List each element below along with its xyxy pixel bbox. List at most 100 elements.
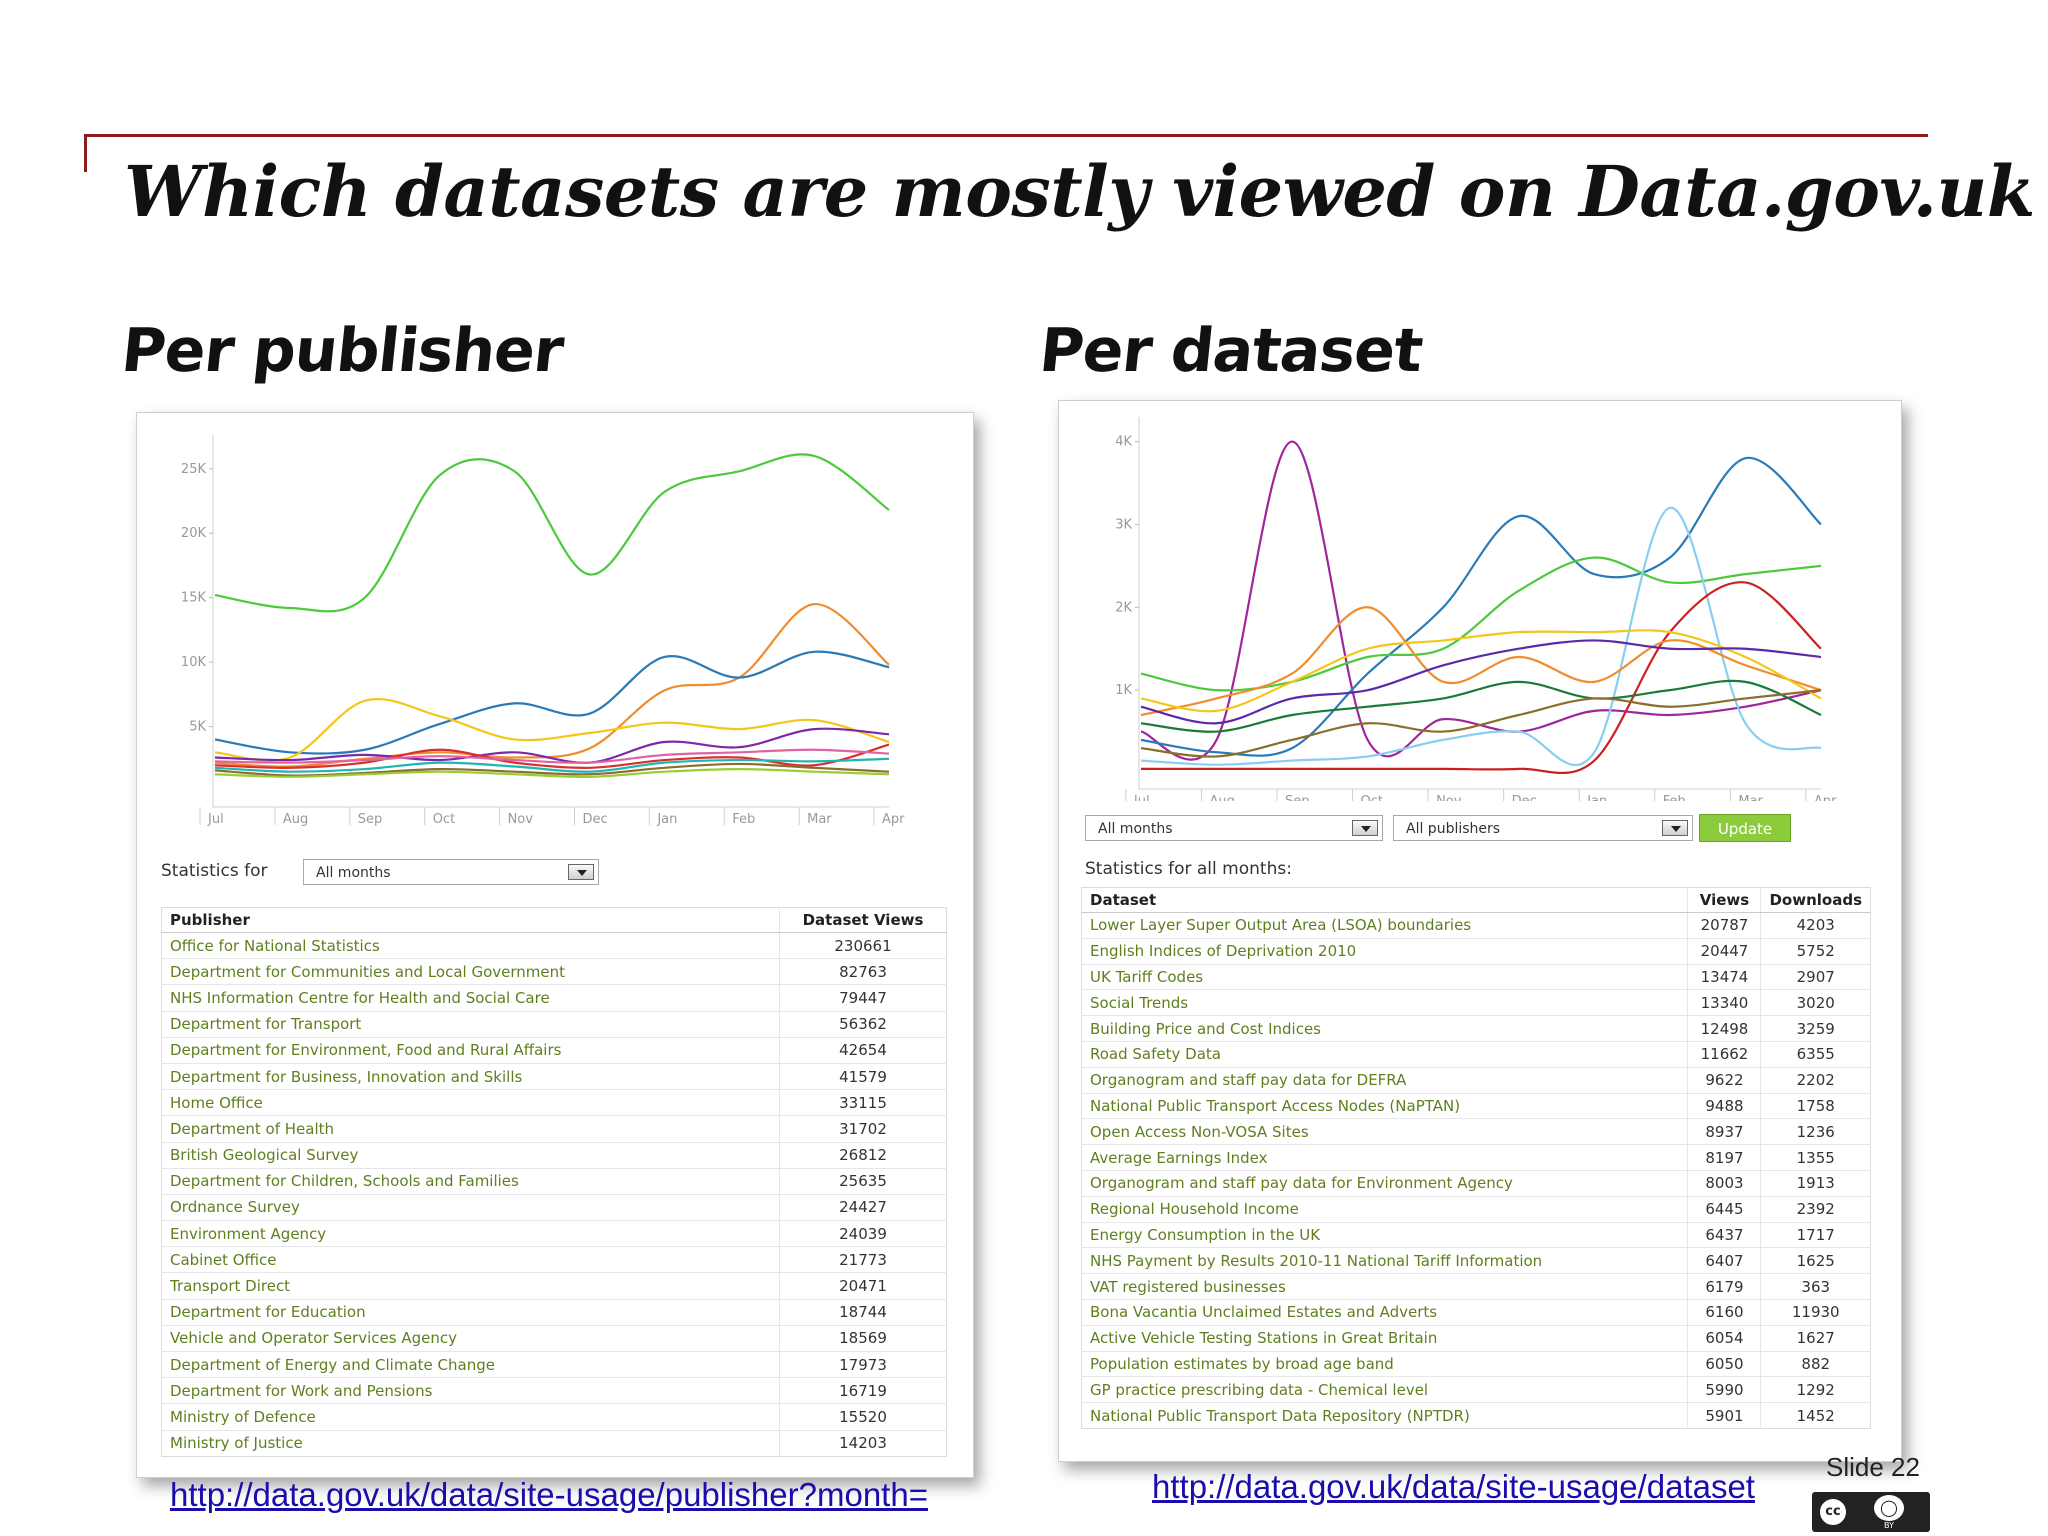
row-link[interactable]: Department for Transport — [161, 1010, 780, 1038]
table-row: Regional Household Income 6445 2392 — [1081, 1195, 1871, 1223]
table-row: Environment Agency 24039 — [161, 1220, 947, 1247]
cc-icon: cc — [1818, 1497, 1848, 1527]
x-tick-label: Sep — [1285, 794, 1310, 801]
row-link[interactable]: Department for Children, Schools and Fam… — [161, 1167, 780, 1195]
table-row: Energy Consumption in the UK 6437 1717 — [1081, 1221, 1871, 1248]
month-select[interactable]: All months — [303, 859, 599, 885]
row-value: 1292 — [1760, 1376, 1871, 1403]
row-link[interactable]: Road Safety Data — [1081, 1040, 1688, 1068]
dataset-usage-link[interactable]: http://data.gov.uk/data/site-usage/datas… — [1152, 1468, 1755, 1505]
series-line — [214, 757, 890, 773]
table-row: Average Earnings Index 8197 1355 — [1081, 1144, 1871, 1171]
row-link[interactable]: Ministry of Defence — [161, 1403, 780, 1431]
row-link[interactable]: Department of Health — [161, 1115, 780, 1142]
row-link[interactable]: Organogram and staff pay data for Enviro… — [1081, 1169, 1688, 1197]
column-header-dataset-views: Dataset Views — [779, 907, 947, 933]
dropdown-arrow-icon[interactable] — [568, 864, 594, 880]
x-tick-label: Feb — [1663, 794, 1686, 801]
row-value: 6407 — [1687, 1247, 1761, 1274]
dataset-views-chart: 1K 2K 3K 4K Jul Aug Sep Oct Nov Dec Jan Feb Mar Apr — [1115, 417, 1837, 801]
table-row: Social Trends 13340 3020 — [1081, 989, 1871, 1016]
table-row: Transport Direct 20471 — [161, 1272, 947, 1300]
row-value: 3020 — [1760, 989, 1871, 1016]
table-row: NHS Payment by Results 2010-11 National … — [1081, 1247, 1871, 1274]
dropdown-arrow-icon[interactable] — [1662, 820, 1688, 836]
row-link[interactable]: Department for Environment, Food and Rur… — [161, 1036, 780, 1064]
row-link[interactable]: Bona Vacantia Unclaimed Estates and Adve… — [1081, 1298, 1688, 1326]
series-line — [1140, 457, 1822, 757]
row-link[interactable]: VAT registered businesses — [1081, 1273, 1688, 1300]
table-row: NHS Information Centre for Health and So… — [161, 984, 947, 1012]
y-tick-label: 10K — [181, 655, 207, 670]
row-link[interactable]: NHS Payment by Results 2010-11 National … — [1081, 1247, 1688, 1274]
row-link[interactable]: Organogram and staff pay data for DEFRA — [1081, 1066, 1688, 1094]
row-link[interactable]: UK Tariff Codes — [1081, 963, 1688, 990]
series-line — [214, 767, 890, 778]
row-link[interactable]: GP practice prescribing data - Chemical … — [1081, 1376, 1688, 1403]
row-link[interactable]: Department for Business, Innovation and … — [161, 1062, 780, 1090]
row-link[interactable]: Lower Layer Super Output Area (LSOA) bou… — [1081, 912, 1688, 939]
row-link[interactable]: National Public Transport Data Repositor… — [1081, 1402, 1688, 1429]
table-row: Ministry of Justice 14203 — [161, 1429, 947, 1457]
row-link[interactable]: Population estimates by broad age band — [1081, 1350, 1688, 1377]
row-value: 26812 — [779, 1141, 947, 1169]
row-link[interactable]: Environment Agency — [161, 1220, 780, 1247]
row-link[interactable]: Ministry of Justice — [161, 1429, 780, 1457]
publisher-usage-link[interactable]: http://data.gov.uk/data/site-usage/publi… — [170, 1476, 928, 1513]
row-link[interactable]: English Indices of Deprivation 2010 — [1081, 937, 1688, 965]
publisher-select[interactable]: All publishers — [1393, 815, 1693, 841]
table-row: Lower Layer Super Output Area (LSOA) bou… — [1081, 912, 1871, 939]
title-rule-tick — [84, 134, 87, 172]
row-link[interactable]: Department of Energy and Climate Change — [161, 1350, 780, 1378]
table-row: Department for Work and Pensions 16719 — [161, 1377, 947, 1404]
row-value: 1236 — [1760, 1118, 1871, 1145]
x-tick-label: Dec — [1512, 794, 1537, 801]
row-value: 6179 — [1687, 1273, 1761, 1300]
row-link[interactable]: Department for Communities and Local Gov… — [161, 958, 780, 985]
y-tick-label: 5K — [189, 720, 206, 735]
row-link[interactable]: Home Office — [161, 1089, 780, 1116]
dropdown-arrow-icon[interactable] — [1352, 820, 1378, 836]
row-link[interactable]: Energy Consumption in the UK — [1081, 1221, 1688, 1248]
publisher-views-chart: 5K 10K 15K 20K 25K Jul Aug Sep Oct Nov Dec Jan Feb Ma… — [181, 435, 905, 827]
series-line — [1140, 556, 1822, 692]
row-link[interactable]: Department for Education — [161, 1298, 780, 1326]
row-link[interactable]: Office for National Statistics — [161, 931, 780, 959]
update-button[interactable]: Update — [1699, 814, 1791, 842]
row-value: 8197 — [1687, 1144, 1761, 1171]
x-tick-label: Oct — [433, 812, 455, 827]
dataset-usage-panel: 1K 2K 3K 4K Jul Aug Sep Oct Nov Dec Jan Feb Mar Apr A… — [1058, 400, 1902, 1462]
row-value: 363 — [1760, 1273, 1871, 1300]
x-tick-label: Mar — [807, 812, 832, 827]
x-tick-label: Jul — [207, 812, 224, 827]
row-link[interactable]: Ordnance Survey — [161, 1193, 780, 1221]
row-link[interactable]: NHS Information Centre for Health and So… — [161, 984, 780, 1012]
row-link[interactable]: Active Vehicle Testing Stations in Great… — [1081, 1324, 1688, 1352]
row-link[interactable]: Building Price and Cost Indices — [1081, 1015, 1688, 1042]
row-link[interactable]: Transport Direct — [161, 1272, 780, 1300]
x-tick-label: Mar — [1738, 794, 1763, 801]
row-link[interactable]: National Public Transport Access Nodes (… — [1081, 1092, 1688, 1119]
row-value: 1627 — [1760, 1324, 1871, 1352]
x-tick-label: Feb — [732, 812, 755, 827]
table-row: Department for Environment, Food and Rur… — [161, 1036, 947, 1064]
month-select[interactable]: All months — [1085, 815, 1383, 841]
row-link[interactable]: British Geological Survey — [161, 1141, 780, 1169]
row-value: 1913 — [1760, 1169, 1871, 1197]
row-link[interactable]: Open Access Non-VOSA Sites — [1081, 1118, 1688, 1145]
row-value: 1625 — [1760, 1247, 1871, 1274]
row-link[interactable]: Vehicle and Operator Services Agency — [161, 1324, 780, 1352]
row-link[interactable]: Regional Household Income — [1081, 1195, 1688, 1223]
row-link[interactable]: Cabinet Office — [161, 1246, 780, 1273]
table-row: Department for Children, Schools and Fam… — [161, 1167, 947, 1195]
row-link[interactable]: Department for Work and Pensions — [161, 1377, 780, 1404]
row-link[interactable]: Average Earnings Index — [1081, 1144, 1688, 1171]
table-row: Ministry of Defence 15520 — [161, 1403, 947, 1431]
row-value: 13474 — [1687, 963, 1761, 990]
row-value: 11930 — [1760, 1298, 1871, 1326]
row-link[interactable]: Social Trends — [1081, 989, 1688, 1016]
row-value: 6445 — [1687, 1195, 1761, 1223]
publisher-usage-panel: 5K 10K 15K 20K 25K Jul Aug Sep Oct Nov Dec Jan Feb Ma… — [136, 412, 974, 1478]
row-value: 12498 — [1687, 1015, 1761, 1042]
column-header-views: Views — [1687, 887, 1761, 913]
